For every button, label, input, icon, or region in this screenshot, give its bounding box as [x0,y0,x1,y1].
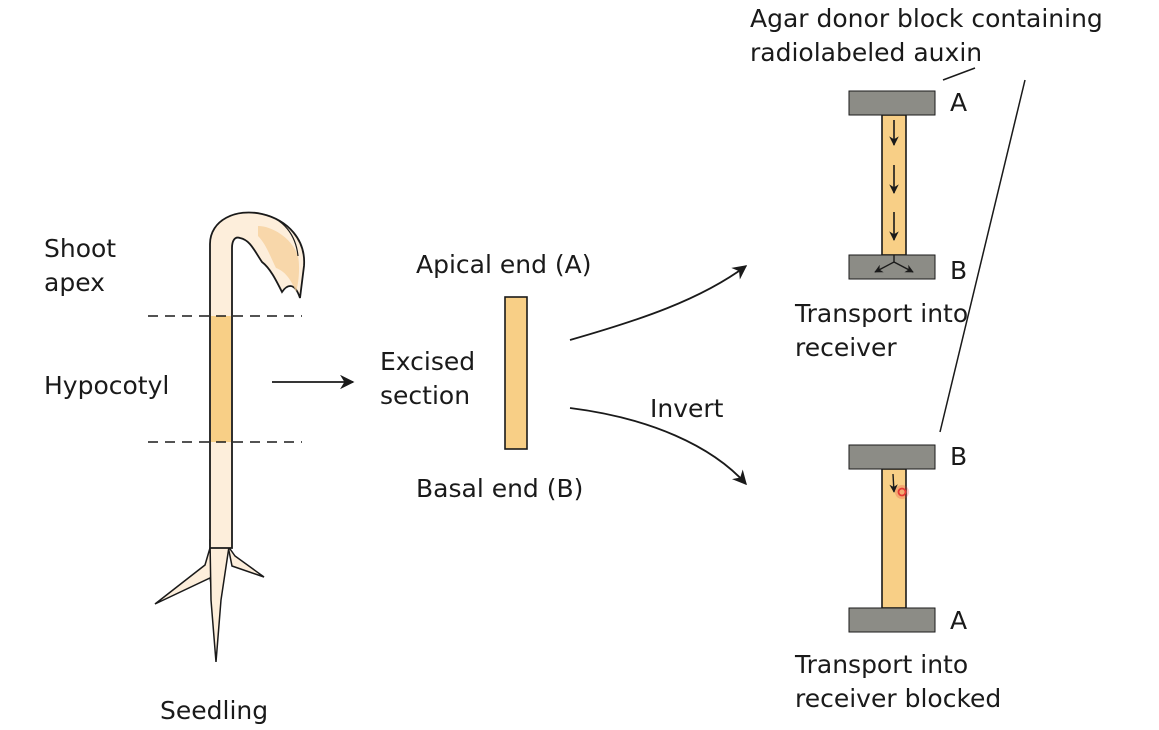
seedling-main-root [209,539,231,663]
upright-donor-block [848,90,936,116]
inverted-receiver-block [848,607,936,633]
agar-line-2: radiolabeled auxin [750,38,983,67]
upright-setup [848,90,936,280]
inverted-caption: Transport into receiver blocked [795,648,1001,716]
invert-arrow [569,407,747,486]
upright-arrow [569,265,748,341]
upright-caption-line-1: Transport into [795,299,969,328]
blocked-arrow [889,473,898,493]
invert-label: Invert [650,394,724,423]
shoot-apex-line-1: Shoot [44,234,117,263]
seedling-illustration [148,211,305,663]
inverted-caption-line-1: Transport into [795,650,969,679]
agar-leader-line [942,67,976,81]
apical-end-label: Apical end (A) [416,250,592,279]
spread-arrow-right [893,261,914,273]
agar-line-1: Agar donor block containing [750,4,1103,33]
upright-caption-line-2: receiver [795,333,897,362]
upright-top-label: A [950,88,968,117]
inverted-setup [848,444,936,633]
shoot-apex-line-2: apex [44,268,105,297]
excised-line-2: section [380,381,471,410]
seedling-root-right [227,545,265,578]
excised-line-1: Excised [380,347,476,376]
inverted-donor-block [848,444,936,470]
seedling-root-left [154,547,213,605]
excised-section-label: Excised section [380,345,475,413]
inverted-caption-line-2: receiver blocked [795,684,1002,713]
hypocotyl-region [211,316,231,442]
seedling-caption: Seedling [160,696,269,725]
upright-caption: Transport into receiver [795,297,968,365]
upright-receiver-block [848,254,936,280]
cursor-highlight [895,485,909,499]
upright-bottom-label: B [950,256,968,285]
shoot-apex-label: Shoot apex [44,232,116,300]
spread-arrow-left [874,261,895,273]
seedling-cotyledon [258,226,300,292]
excised-section [504,296,528,450]
hypocotyl-label: Hypocotyl [44,371,170,400]
basal-end-label: Basal end (B) [416,474,584,503]
inverted-top-label: B [950,442,968,471]
agar-leader-line-long [939,79,1026,433]
inverted-bottom-label: A [950,606,968,635]
agar-donor-label: Agar donor block containing radiolabeled… [750,2,1103,70]
